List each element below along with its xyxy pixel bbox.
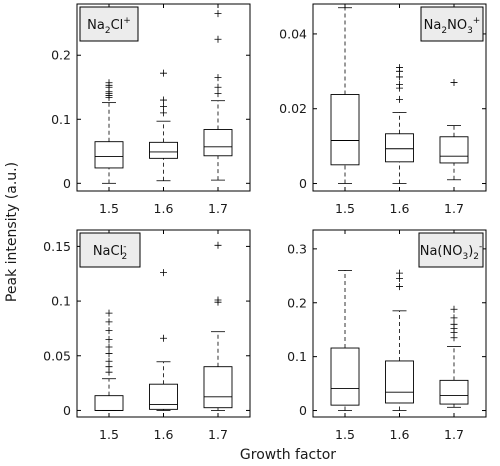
box-iqr <box>385 133 414 163</box>
species-label-box <box>420 6 484 42</box>
species-label-box <box>79 6 139 42</box>
outlier-point <box>450 79 458 87</box>
outlier-point <box>105 309 113 317</box>
x-tick-label: 1.7 <box>208 201 228 216</box>
x-tick-label: 1.7 <box>208 427 228 442</box>
outlier-point <box>105 318 113 326</box>
box-1.6 <box>149 269 178 411</box>
outlier-point <box>160 102 167 110</box>
y-tick-label: 0.3 <box>287 241 307 256</box>
y-tick-label: 0.04 <box>279 26 307 41</box>
box-iqr <box>439 136 469 164</box>
box-1.6 <box>385 269 414 411</box>
box-iqr <box>330 347 360 406</box>
box-1.5 <box>330 7 360 184</box>
species-label: Na2NO3+ <box>424 16 481 36</box>
outlier-point <box>105 79 113 87</box>
panel-1: 0 0.1 0.2 1.5 1.6 1.7 Na2Cl+ <box>51 3 251 216</box>
outlier-point <box>396 64 403 72</box>
outlier-point <box>214 83 222 91</box>
x-tick-label: 1.6 <box>154 201 174 216</box>
x-tick-label: 1.6 <box>390 201 410 216</box>
outlier-point <box>396 80 403 88</box>
y-tick-label: 0 <box>299 403 307 418</box>
species-label-box <box>79 232 141 268</box>
outlier-point <box>105 343 113 351</box>
box-1.7 <box>203 241 233 411</box>
box-iqr <box>203 129 233 157</box>
x-tick-label: 1.6 <box>390 427 410 442</box>
outlier-point <box>160 96 167 104</box>
species-label: NaCl-2 <box>93 242 127 262</box>
outlier-point <box>396 283 403 291</box>
box-iqr <box>439 379 469 405</box>
box-1.7 <box>439 79 469 181</box>
outlier-point <box>105 350 113 358</box>
y-tick-label: 0.15 <box>43 239 71 254</box>
box-iqr <box>203 366 233 409</box>
box-1.5 <box>330 270 360 411</box>
y-tick-label: 0 <box>299 176 307 191</box>
y-tick-label: 0.02 <box>279 101 307 116</box>
y-tick-label: 0 <box>63 403 71 418</box>
box-1.7 <box>203 10 233 181</box>
outlier-point <box>160 269 167 277</box>
x-tick-label: 1.7 <box>444 201 464 216</box>
outlier-point <box>214 74 222 82</box>
y-tick-label: 0.2 <box>287 295 307 310</box>
y-tick-label: 0.05 <box>43 348 71 363</box>
x-tick-label: 1.5 <box>99 201 119 216</box>
x-tick-label: 1.7 <box>444 427 464 442</box>
outlier-point <box>160 69 167 77</box>
box-1.7 <box>439 305 469 408</box>
x-axis-label: Growth factor <box>240 447 336 463</box>
outlier-point <box>450 320 458 328</box>
x-tick-label: 1.5 <box>335 427 355 442</box>
outlier-point <box>214 90 222 98</box>
box-iqr <box>385 360 414 404</box>
outlier-point <box>214 241 222 249</box>
y-tick-label: 0.2 <box>51 48 71 63</box>
outlier-point <box>214 296 222 304</box>
box-1.6 <box>385 64 414 184</box>
outlier-point <box>105 335 113 343</box>
outlier-point <box>105 357 113 365</box>
outlier-point <box>450 305 458 313</box>
panel-2: 0 0.02 0.04 1.5 1.6 1.7 Na2NO3+ <box>279 3 487 216</box>
species-label: Na(NO3)2- <box>420 242 483 262</box>
y-tick-label: 0.1 <box>287 349 307 364</box>
box-1.5 <box>94 79 124 184</box>
box-1.5 <box>94 309 124 411</box>
y-tick-label: 0.1 <box>51 294 71 309</box>
box-1.6 <box>149 69 178 182</box>
box-iqr <box>94 395 124 411</box>
box-iqr <box>149 383 178 410</box>
panels-group: 0 0.1 0.2 1.5 1.6 1.7 Na2Cl+ 0 0.02 0.04 1.5 1.6 1.7… <box>43 3 487 442</box>
x-tick-label: 1.5 <box>335 201 355 216</box>
outlier-point <box>214 10 222 18</box>
outlier-point <box>105 327 113 335</box>
box-iqr <box>149 141 178 159</box>
outlier-point <box>160 109 167 117</box>
panel-4: 0 0.1 0.2 0.3 1.5 1.6 1.7 Na(NO3)2- <box>287 229 487 442</box>
y-tick-label: 0 <box>63 176 71 191</box>
box-iqr <box>330 94 360 166</box>
y-tick-label: 0.1 <box>51 112 71 127</box>
outlier-point <box>160 334 167 342</box>
box-iqr <box>94 141 124 169</box>
species-label: Na2Cl+ <box>87 16 131 36</box>
x-tick-label: 1.6 <box>154 427 174 442</box>
outlier-point <box>396 269 403 277</box>
panel-3: 0 0.05 0.1 0.15 1.5 1.6 1.7 NaCl-2 <box>43 229 251 442</box>
x-tick-label: 1.5 <box>99 427 119 442</box>
outlier-point <box>450 314 458 322</box>
species-label-box <box>418 232 484 268</box>
y-axis-label: Peak intensity (a.u.) <box>4 162 20 302</box>
outlier-point <box>396 95 403 103</box>
outlier-point <box>214 35 222 43</box>
